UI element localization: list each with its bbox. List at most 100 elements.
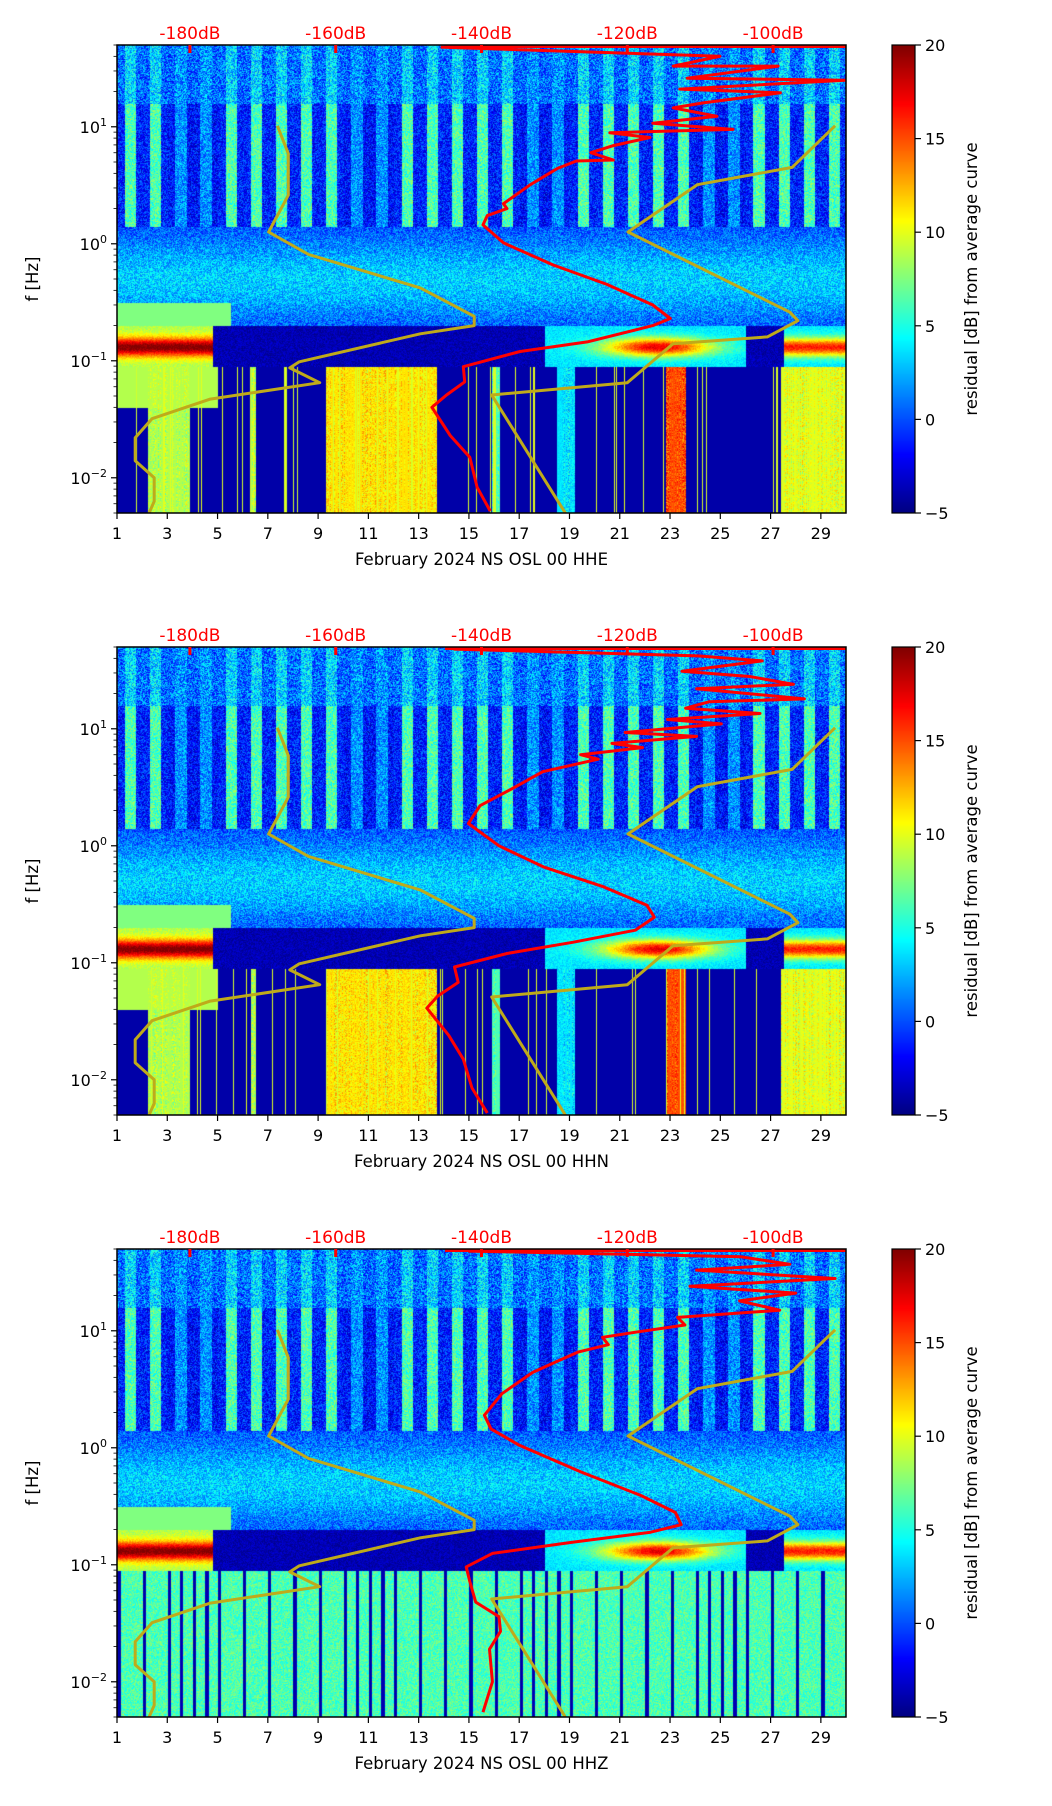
db-tick-label: -140dB — [451, 1228, 512, 1248]
colorbar-tick-label: 5 — [925, 1521, 935, 1540]
axes-frame — [116, 646, 847, 1116]
x-tick-label: 27 — [760, 524, 780, 543]
x-tick-label: 3 — [162, 524, 172, 543]
db-tick-label: -120dB — [597, 626, 658, 646]
axes-frame — [116, 44, 847, 514]
colorbar-frame — [891, 646, 916, 1116]
colorbar-frame — [891, 1248, 916, 1718]
y-tick-label: 101 — [80, 718, 107, 739]
x-tick-label: 21 — [610, 1126, 630, 1145]
y-tick-label: 101 — [80, 116, 107, 137]
y-tick-label: 10−1 — [70, 350, 107, 371]
x-tick-label: 11 — [358, 1126, 378, 1145]
colorbar-tick-label: 10 — [925, 223, 945, 242]
x-tick-label: 1 — [112, 1126, 122, 1145]
plot-area — [133, 1249, 846, 1717]
x-tick-label: 19 — [559, 1126, 579, 1145]
db-tick-label: -120dB — [597, 1228, 658, 1248]
x-tick-label: 19 — [559, 1728, 579, 1747]
x-tick-label: 1 — [112, 1728, 122, 1747]
x-tick-label: 11 — [358, 524, 378, 543]
nlnm-curve — [133, 1329, 476, 1717]
panel-hhn: 1 3 5 7 9 11 13 15 17 19 21 23 25 27 29 February 2024 N… — [0, 602, 1052, 1204]
x-tick-label: 13 — [408, 1728, 428, 1747]
db-tick-label: -140dB — [451, 626, 512, 646]
x-tick-label: 1 — [112, 524, 122, 543]
colorbar-label: residual [dB] from average curve — [962, 142, 981, 415]
x-tick-label: 21 — [610, 1728, 630, 1747]
x-tick-label: 21 — [610, 524, 630, 543]
x-tick-label: 9 — [313, 1126, 323, 1145]
colorbar-gradient — [892, 1249, 915, 1717]
colorbar-label: residual [dB] from average curve — [962, 1346, 981, 1619]
panel-hhz: 1 3 5 7 9 11 13 15 17 19 21 23 25 27 29 February 2024 N… — [0, 1204, 1052, 1806]
x-axis-label: February 2024 NS OSL 00 HHZ — [355, 1754, 609, 1773]
y-tick-label: 10−1 — [70, 1554, 107, 1575]
x-tick-label: 15 — [459, 1728, 479, 1747]
colorbar-tick-label: 0 — [925, 1012, 935, 1031]
db-tick-label: -160dB — [305, 1228, 366, 1248]
db-tick-label: -180dB — [159, 626, 220, 646]
db-tick-label: -180dB — [159, 24, 220, 44]
plot-area — [133, 45, 846, 513]
colorbar-tick-label: 15 — [925, 732, 945, 751]
colorbar-label: residual [dB] from average curve — [962, 744, 981, 1017]
x-tick-label: 7 — [263, 1728, 273, 1747]
x-tick-label: 3 — [162, 1728, 172, 1747]
y-tick-label: 10−1 — [70, 952, 107, 973]
x-tick-label: 15 — [459, 1126, 479, 1145]
colorbar-tick-label: 5 — [925, 317, 935, 336]
nhnm-curve — [490, 124, 837, 513]
db-tick-label: -140dB — [451, 24, 512, 44]
colorbar-tick-label: 5 — [925, 919, 935, 938]
x-axis-label: February 2024 NS OSL 00 HHN — [354, 1152, 609, 1171]
colorbar-tick-label: 10 — [925, 1427, 945, 1446]
x-tick-label: 17 — [509, 1728, 529, 1747]
y-tick-label: 101 — [80, 1320, 107, 1341]
x-tick-label: 9 — [313, 524, 323, 543]
colorbar-tick-label: −5 — [925, 504, 949, 523]
db-tick-label: -120dB — [597, 24, 658, 44]
x-tick-label: 5 — [212, 1126, 222, 1145]
x-tick-label: 23 — [660, 1126, 680, 1145]
panel-hhe: 1 3 5 7 9 11 13 15 17 19 21 23 25 27 29 February 2024 N… — [0, 0, 1052, 602]
average-psd-curve — [430, 45, 846, 512]
colorbar-tick-label: 15 — [925, 130, 945, 149]
colorbar-tick-label: 0 — [925, 1614, 935, 1633]
nhnm-curve — [490, 726, 837, 1115]
x-tick-label: 5 — [212, 524, 222, 543]
y-tick-label: 100 — [80, 233, 107, 254]
colorbar-gradient — [892, 45, 915, 513]
x-tick-label: 29 — [811, 524, 831, 543]
colorbar-gradient — [892, 647, 915, 1115]
x-tick-label: 25 — [710, 1126, 730, 1145]
db-tick-label: -100dB — [743, 24, 804, 44]
x-tick-label: 27 — [760, 1126, 780, 1145]
y-tick-label: 10−2 — [70, 467, 107, 488]
colorbar-tick-label: −5 — [925, 1106, 949, 1125]
colorbar-tick-label: 15 — [925, 1334, 945, 1353]
db-tick-label: -100dB — [743, 626, 804, 646]
x-tick-label: 13 — [408, 1126, 428, 1145]
x-tick-label: 5 — [212, 1728, 222, 1747]
db-tick-label: -160dB — [305, 626, 366, 646]
nlnm-curve — [133, 125, 476, 513]
colorbar-tick-label: −5 — [925, 1708, 949, 1727]
x-tick-label: 7 — [263, 524, 273, 543]
x-tick-label: 23 — [660, 1728, 680, 1747]
db-tick-label: -100dB — [743, 1228, 804, 1248]
x-tick-label: 29 — [811, 1728, 831, 1747]
x-tick-label: 23 — [660, 524, 680, 543]
colorbar-tick-label: 20 — [925, 36, 945, 55]
x-tick-label: 7 — [263, 1126, 273, 1145]
colorbar-tick-label: 20 — [925, 1240, 945, 1259]
colorbar-frame — [891, 44, 916, 514]
x-axis-label: February 2024 NS OSL 00 HHE — [355, 550, 608, 569]
y-axis-label: f [Hz] — [23, 859, 42, 904]
x-tick-label: 13 — [408, 524, 428, 543]
plot-area — [133, 647, 846, 1115]
x-tick-label: 9 — [313, 1728, 323, 1747]
x-tick-label: 17 — [509, 524, 529, 543]
